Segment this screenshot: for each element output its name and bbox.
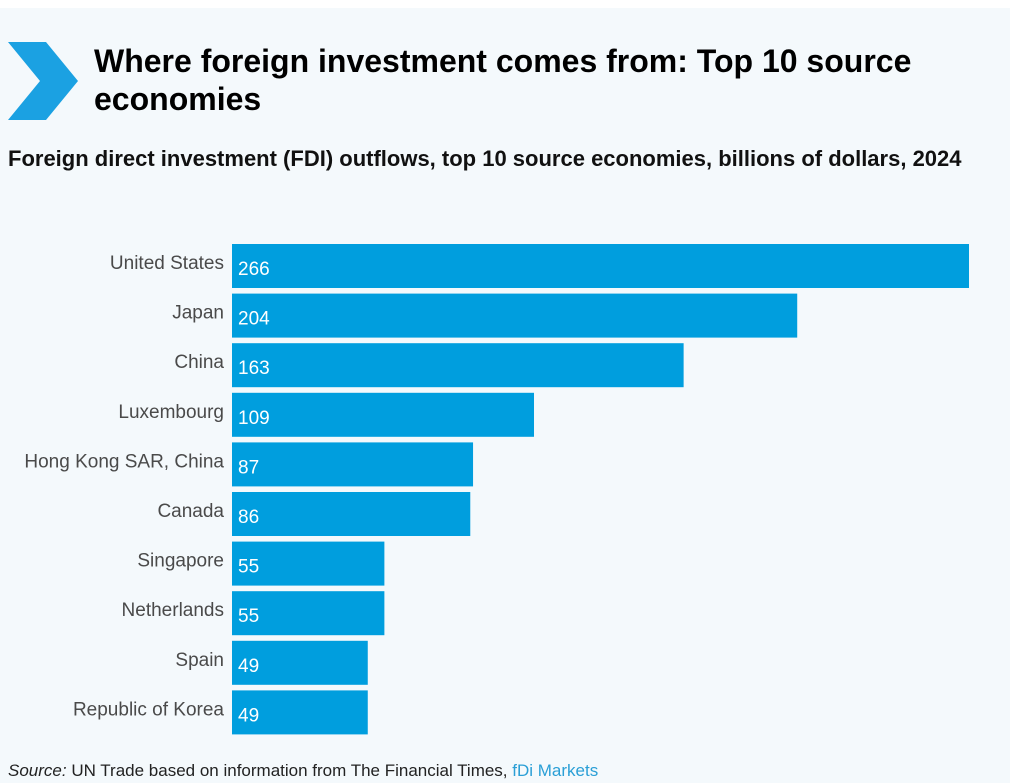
value-label: 266 (238, 259, 270, 280)
value-label: 87 (238, 457, 259, 478)
value-label: 204 (238, 309, 270, 330)
bar (232, 393, 534, 437)
category-label: China (174, 352, 224, 373)
value-label: 55 (238, 606, 259, 627)
bar (232, 442, 473, 486)
value-label: 163 (238, 358, 270, 379)
value-label: 49 (238, 705, 259, 726)
category-label: Republic of Korea (73, 699, 224, 720)
category-label: Netherlands (122, 600, 224, 621)
bar (232, 492, 470, 536)
category-label: Singapore (137, 551, 224, 572)
source-note: Source: UN Trade based on information fr… (8, 759, 598, 783)
bar (232, 294, 797, 338)
bar (232, 343, 684, 387)
value-label: 86 (238, 507, 259, 528)
category-label: Spain (175, 650, 224, 671)
value-label: 49 (238, 656, 259, 677)
bar (232, 244, 969, 288)
category-label: Hong Kong SAR, China (24, 451, 224, 472)
category-label: United States (110, 253, 224, 274)
value-label: 55 (238, 557, 259, 578)
source-link[interactable]: fDi Markets (512, 761, 598, 780)
category-label: Canada (157, 501, 224, 522)
source-text: UN Trade based on information from The F… (67, 761, 513, 780)
value-label: 109 (238, 408, 270, 429)
category-label: Luxembourg (118, 402, 224, 423)
category-label: Japan (172, 303, 224, 324)
source-label: Source: (8, 761, 67, 780)
